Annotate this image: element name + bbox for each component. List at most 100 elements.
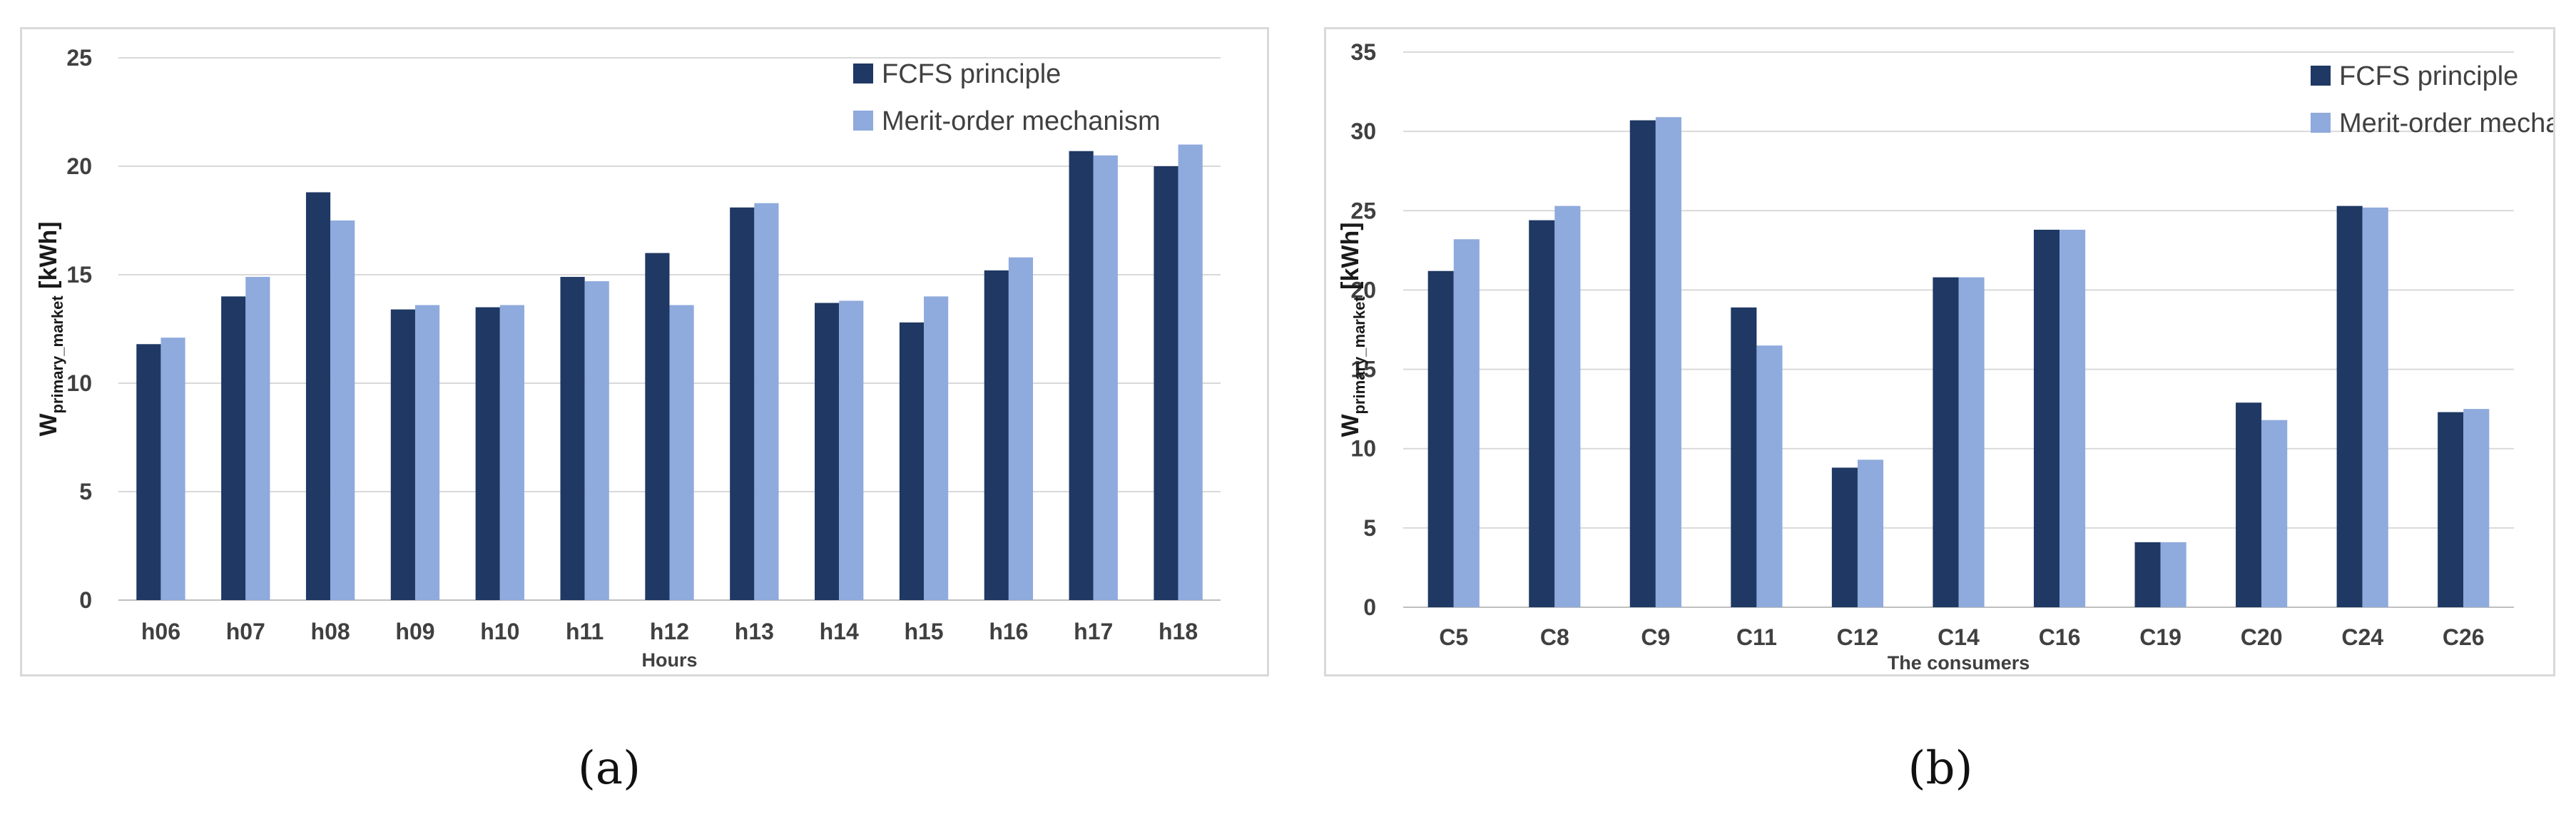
legend-label-fcfs: FCFS principle [882, 59, 1061, 89]
bar-merit-c24 [2362, 207, 2388, 608]
bar-fcfs-h17 [1069, 151, 1094, 601]
bar-merit-c19 [2160, 542, 2186, 607]
x-tick-label: h08 [311, 619, 350, 644]
bar-fcfs-c8 [1529, 220, 1555, 607]
x-tick-label: C26 [2443, 624, 2485, 650]
y-tick-label: 5 [1363, 515, 1376, 541]
y-tick-label: 20 [66, 153, 92, 179]
x-tick-label: h10 [480, 619, 519, 644]
x-tick-label: h06 [141, 619, 180, 644]
legend-swatch-fcfs [2311, 66, 2331, 86]
y-tick-label: 10 [66, 370, 92, 396]
y-tick-label: 0 [1363, 594, 1376, 620]
x-tick-label: h12 [650, 619, 689, 644]
legend-swatch-fcfs [853, 64, 873, 83]
x-axis-title: Hours [641, 649, 697, 671]
y-tick-label: 20 [1350, 277, 1376, 303]
y-axis-title: Wprimary_market [kWh] [1337, 222, 1368, 437]
bar-fcfs-c12 [1831, 467, 1858, 607]
x-tick-label: h07 [226, 619, 265, 644]
bar-fcfs-c19 [2134, 542, 2161, 607]
x-tick-label: h17 [1074, 619, 1113, 644]
bar-fcfs-c14 [1933, 277, 1959, 607]
bar-fcfs-h14 [815, 303, 840, 600]
bar-fcfs-c26 [2438, 412, 2464, 607]
y-tick-label: 30 [1350, 118, 1376, 144]
bar-fcfs-h18 [1154, 166, 1178, 600]
bar-merit-h11 [584, 281, 609, 600]
x-tick-label: C12 [1837, 624, 1879, 650]
x-tick-label: h09 [395, 619, 434, 644]
bar-merit-c5 [1453, 239, 1480, 608]
x-tick-label: C16 [2039, 624, 2081, 650]
x-tick-label: C20 [2241, 624, 2283, 650]
bar-merit-h17 [1093, 155, 1118, 601]
bar-merit-c9 [1655, 117, 1681, 607]
x-tick-label: h18 [1159, 619, 1198, 644]
y-axis-title-main: W [1337, 414, 1364, 437]
x-tick-label: h15 [904, 619, 943, 644]
y-tick-label: 5 [79, 479, 92, 504]
caption-a: (a) [577, 742, 641, 795]
x-tick-label: C11 [1736, 624, 1777, 650]
y-tick-label: 25 [1350, 198, 1376, 223]
x-tick-label: h11 [566, 619, 604, 644]
bar-merit-h08 [330, 220, 355, 600]
x-axis-title: The consumers [1888, 652, 2030, 674]
bar-merit-c26 [2463, 409, 2490, 607]
x-tick-label: C19 [2139, 624, 2182, 650]
legend-swatch-merit [853, 111, 873, 131]
bar-merit-c11 [1756, 345, 1783, 607]
bar-fcfs-h09 [390, 309, 415, 600]
bar-fcfs-h10 [475, 307, 500, 600]
x-tick-label: h14 [820, 619, 859, 644]
legend-label-fcfs: FCFS principle [2339, 61, 2518, 91]
y-axis-title-subscript: primary_market [1350, 296, 1368, 415]
bar-merit-h16 [1008, 257, 1034, 600]
bar-fcfs-c11 [1731, 307, 1757, 607]
y-tick-label: 0 [79, 587, 92, 613]
bar-merit-c14 [1958, 277, 1985, 607]
x-tick-label: C14 [1938, 624, 1980, 650]
bar-merit-c12 [1857, 460, 1884, 607]
bar-merit-h09 [414, 305, 440, 600]
bar-merit-h10 [499, 305, 524, 600]
bar-fcfs-c5 [1427, 270, 1454, 607]
y-axis-title-unit: [kWh] [1337, 222, 1364, 296]
bar-merit-h13 [754, 203, 779, 600]
bar-chart-a: 0 5 10 15 20 25 h06 h07 h08 h09 h10 h11 h12 h13 h14 h15… [35, 45, 1221, 671]
bar-fcfs-h13 [730, 207, 755, 600]
bar-merit-h12 [669, 305, 694, 600]
x-tick-label: C8 [1540, 624, 1569, 650]
bar-fcfs-h07 [221, 296, 246, 600]
chart-panel-b: 0 5 10 15 20 25 30 35 C5 C8 C9 C11 C12 C14 C16 C19 C20 C2… [1324, 27, 2555, 676]
x-tick-label: h16 [989, 619, 1028, 644]
y-axis-title-main: W [35, 413, 62, 437]
bar-fcfs-h16 [984, 270, 1009, 600]
bar-merit-c16 [2060, 229, 2086, 608]
bar-fcfs-h06 [136, 344, 161, 600]
x-tick-label: C5 [1439, 624, 1468, 650]
bar-fcfs-c20 [2236, 402, 2262, 607]
legend-label-merit: Merit-order mechanism [882, 106, 1161, 136]
bar-fcfs-c9 [1629, 120, 1656, 607]
caption-b: (b) [1908, 742, 1973, 795]
y-tick-label: 15 [1350, 357, 1376, 382]
bar-merit-c20 [2261, 420, 2288, 607]
bar-merit-h18 [1178, 144, 1203, 601]
y-tick-label: 10 [1350, 436, 1376, 462]
chart-panel-a: 0 5 10 15 20 25 h06 h07 h08 h09 h10 h11 h12 h13 h14 h15… [20, 27, 1269, 676]
bar-fcfs-h11 [560, 277, 585, 600]
bar-merit-h14 [839, 300, 864, 600]
x-tick-label: C9 [1641, 624, 1670, 650]
bar-merit-h06 [161, 338, 185, 600]
y-axis-title-subscript: primary_market [49, 295, 66, 414]
x-tick-label: C24 [2341, 624, 2383, 650]
x-tick-label: h13 [735, 619, 774, 644]
y-axis-title-unit: [kWh] [35, 221, 62, 295]
bar-fcfs-c24 [2336, 206, 2363, 607]
y-tick-label: 35 [1350, 39, 1376, 65]
legend-label-merit: Merit-order mechanism [2339, 108, 2553, 138]
y-tick-label: 15 [66, 262, 92, 288]
y-axis-title: Wprimary_market [kWh] [35, 221, 66, 436]
